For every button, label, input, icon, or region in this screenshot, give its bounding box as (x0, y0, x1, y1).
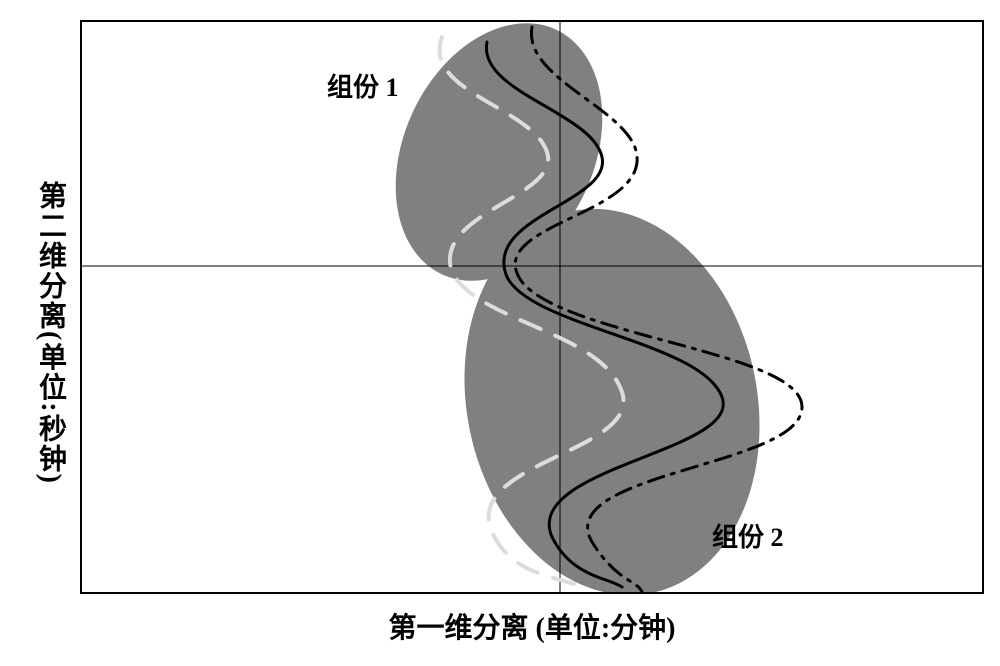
plot-area: 组份 1 组份 2 (80, 20, 984, 594)
y-axis-label-unit: (单位:秒钟) (30, 331, 70, 485)
figure-container: 第二维分离 (单位:秒钟) 组份 1 组份 2 第一维分离 (单位:分钟) (20, 20, 980, 646)
component-1-label: 组份 1 (327, 67, 399, 104)
x-axis-label: 第一维分离 (单位:分钟) (80, 594, 984, 646)
y-axis-label-main: 第二维分离 (30, 181, 70, 331)
plot-column: 组份 1 组份 2 第一维分离 (单位:分钟) (80, 20, 984, 646)
plot-svg (82, 22, 982, 592)
component-2-label: 组份 2 (712, 517, 784, 554)
y-axis-label: 第二维分离 (单位:秒钟) (20, 20, 80, 646)
